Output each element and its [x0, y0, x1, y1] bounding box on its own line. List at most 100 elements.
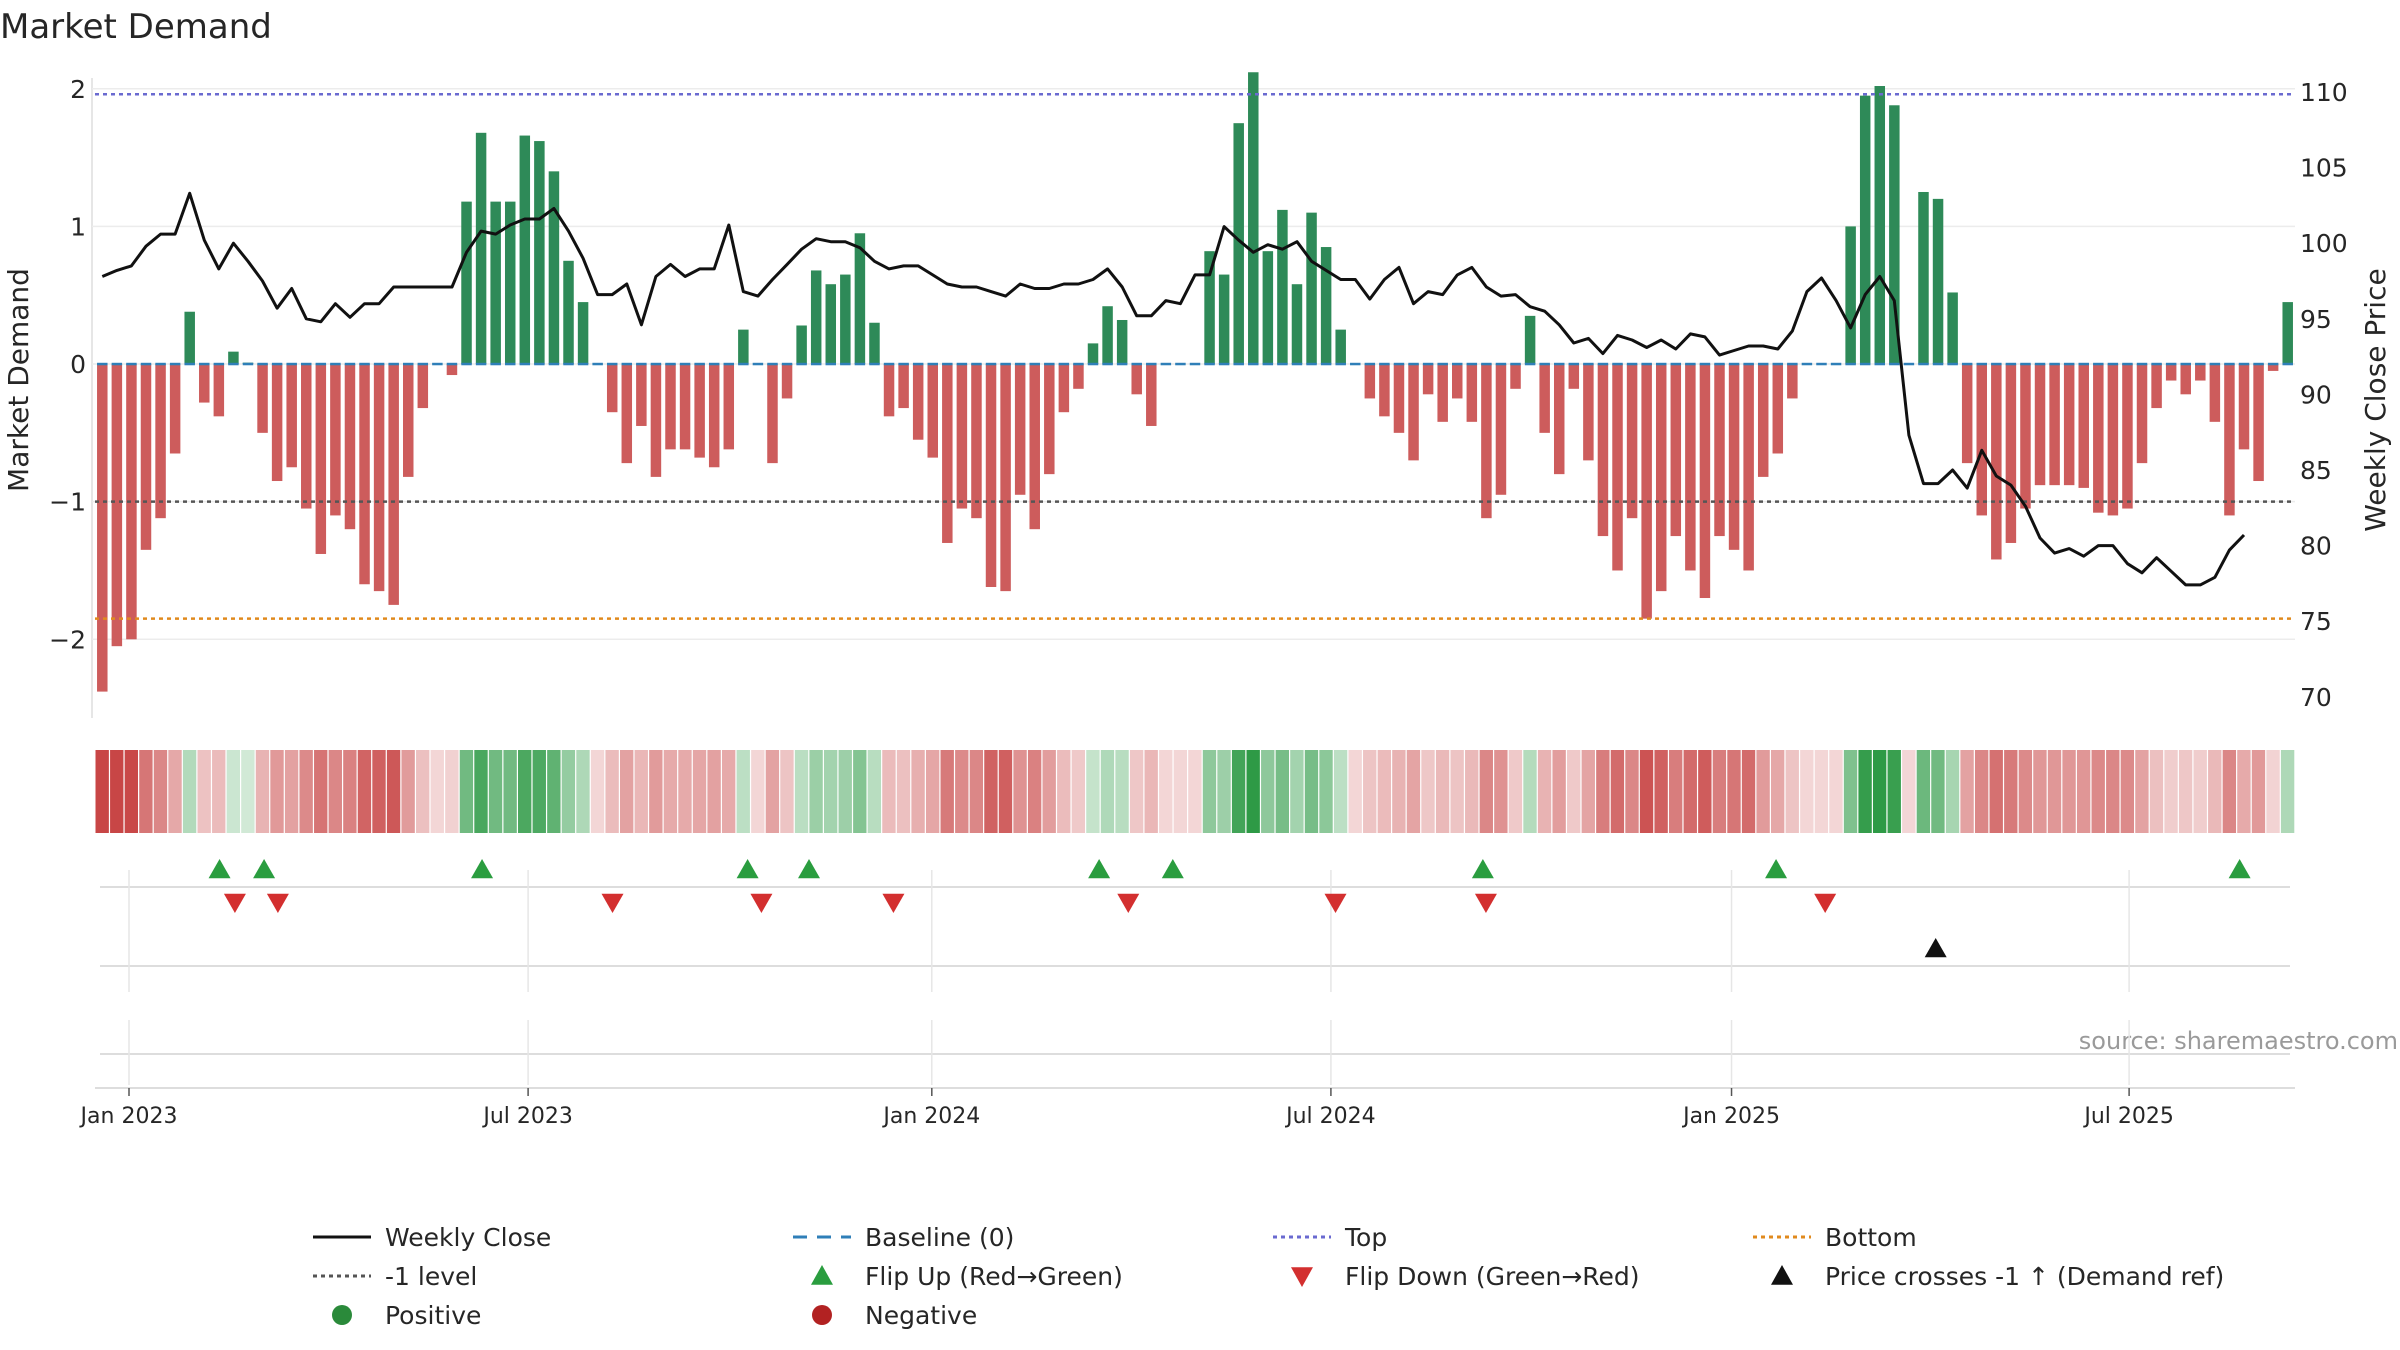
demand-bar — [461, 201, 472, 365]
heat-cell — [736, 750, 750, 833]
heat-cell — [1115, 750, 1129, 833]
demand-bar — [1932, 198, 1944, 365]
heat-cell — [459, 750, 474, 833]
demand-bar — [2049, 364, 2060, 486]
y2-tick-label: 70 — [2300, 683, 2332, 712]
x-tick-label: Jan 2023 — [79, 1104, 178, 1129]
demand-bar — [1670, 364, 1682, 537]
flip-up-marker — [253, 859, 276, 879]
demand-bar — [694, 364, 705, 458]
demand-bar — [985, 364, 997, 587]
heat-cell — [1669, 750, 1683, 833]
heat-cell — [2076, 750, 2091, 833]
demand-bar — [1364, 364, 1376, 399]
heat-cell — [1902, 750, 1916, 833]
heat-cell — [765, 750, 780, 833]
demand-bar — [2180, 364, 2191, 395]
heat-cell — [2120, 750, 2135, 833]
demand-bar — [519, 135, 531, 365]
flip-down-marker — [1814, 893, 1837, 913]
heat-cell — [1479, 750, 1493, 833]
heat-cell — [2149, 750, 2164, 833]
heat-cell — [780, 750, 794, 833]
demand-bar — [956, 364, 968, 509]
heat-cell — [532, 750, 546, 833]
legend-label: Flip Up (Red→Green) — [865, 1262, 1123, 1291]
demand-bar — [1918, 191, 1929, 365]
demand-bar — [344, 364, 356, 530]
heat-cell — [110, 750, 124, 833]
heat-cell — [1654, 750, 1668, 833]
heat-cell — [328, 750, 342, 833]
demand-bar — [286, 364, 297, 468]
heat-cell — [2193, 750, 2207, 833]
x-tick-label: Jul 2025 — [2082, 1104, 2174, 1129]
demand-bar — [2238, 364, 2250, 450]
demand-bar — [869, 322, 880, 365]
demand-bar — [1102, 306, 1113, 365]
heat-cell — [1523, 750, 1537, 833]
heat-cell — [649, 750, 663, 833]
heat-cell — [1246, 750, 1260, 833]
flip-down-marker — [223, 893, 246, 913]
demand-bar — [330, 364, 341, 516]
x-tick-label: Jan 2025 — [1681, 1104, 1780, 1129]
heat-cell — [1261, 750, 1275, 833]
demand-bar — [1495, 364, 1507, 495]
demand-bar — [2209, 364, 2221, 422]
heat-cell — [1013, 750, 1027, 833]
y2-tick-label: 90 — [2300, 380, 2332, 409]
demand-bar — [1714, 364, 1725, 537]
weekly-close-line — [101, 191, 2246, 587]
heat-cell — [1348, 750, 1362, 833]
heat-cell — [721, 750, 736, 833]
heat-cell — [1508, 750, 1523, 833]
legend-label: Positive — [385, 1301, 481, 1330]
heat-cell — [925, 750, 940, 833]
flip-down-marker — [1474, 893, 1497, 913]
heat-cell — [2178, 750, 2193, 833]
heat-cell — [284, 750, 299, 833]
heat-cell — [1931, 750, 1945, 833]
heat-cell — [2266, 750, 2280, 833]
y2-tick-label: 95 — [2300, 305, 2332, 334]
demand-bar — [2034, 364, 2046, 486]
heat-cell — [1217, 750, 1231, 833]
heat-cell — [1858, 750, 1872, 833]
demand-bar — [2122, 364, 2133, 509]
demand-bar — [1524, 315, 1536, 365]
legend-item: Baseline (0) — [793, 1223, 1014, 1252]
heat-cell — [1843, 750, 1858, 833]
heat-cell — [823, 750, 838, 833]
heat-cell — [2135, 750, 2149, 833]
demand-bar — [1961, 364, 1973, 464]
demand-bar — [97, 364, 108, 692]
demand-bar — [2282, 302, 2293, 365]
heat-cell — [1202, 750, 1217, 833]
demand-bar — [1991, 364, 2002, 560]
heat-cell — [692, 750, 707, 833]
demand-bar — [650, 364, 662, 477]
demand-bar — [636, 364, 647, 426]
demand-bar — [271, 364, 283, 482]
heat-cell — [1814, 750, 1829, 833]
demand-bar — [1291, 284, 1303, 365]
demand-bar — [2078, 364, 2089, 488]
heat-cell — [1027, 750, 1042, 833]
heat-cell — [590, 750, 605, 833]
heat-cell — [1567, 750, 1581, 833]
legend-swatch — [1771, 1265, 1793, 1285]
heat-cell — [896, 750, 911, 833]
legend-item: Bottom — [1753, 1223, 1917, 1252]
demand-bar — [1976, 364, 1987, 516]
heat-cell — [474, 750, 488, 833]
x-tick-label: Jul 2024 — [1284, 1104, 1376, 1129]
heat-cell — [1989, 750, 2003, 833]
demand-bar — [912, 364, 924, 440]
heat-cell — [576, 750, 590, 833]
heat-cell — [634, 750, 648, 833]
flip-up-marker — [208, 859, 231, 879]
heat-cell — [1770, 750, 1785, 833]
heat-cell — [1872, 750, 1887, 833]
heat-cell — [2251, 750, 2266, 833]
